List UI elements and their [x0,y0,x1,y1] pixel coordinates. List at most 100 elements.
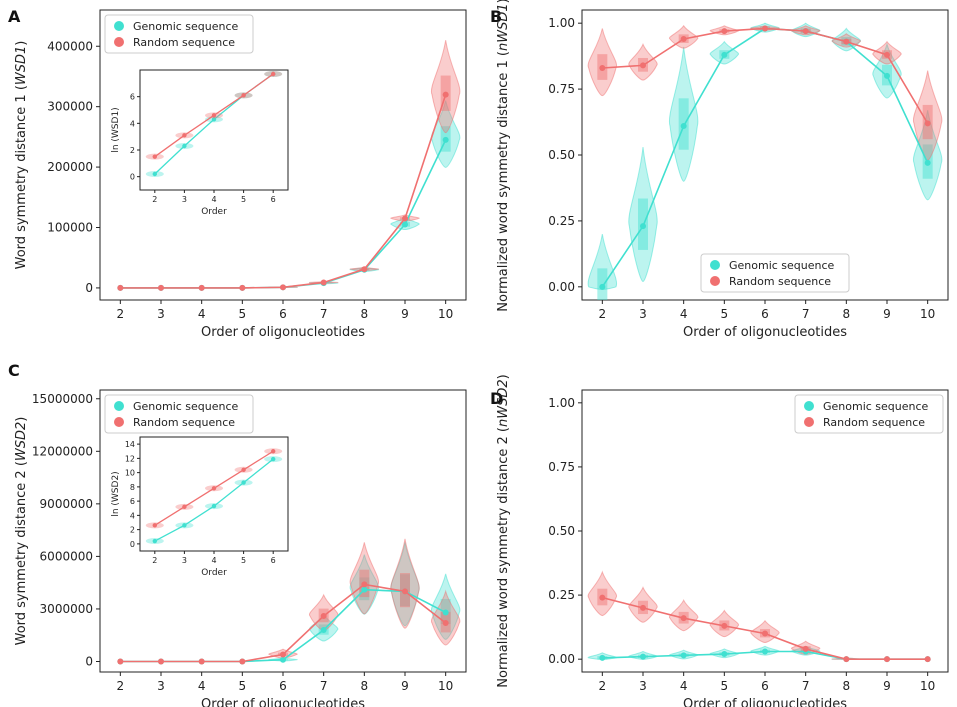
x-axis-label: Order of oligonucleotides [201,325,365,340]
data-point-random [843,656,850,663]
data-point-random [402,215,408,222]
data-point-random [802,28,809,35]
x-tick-label: 9 [883,679,891,693]
x-tick-label: 5 [239,307,247,321]
data-point-random [320,279,327,286]
x-axis-label: Order of oligonucleotides [201,697,365,707]
y-axis-label-part: ) [14,41,29,46]
y-tick-label: 0.75 [548,460,575,474]
legend-marker-genomic [710,260,720,270]
x-tick-label: 5 [721,307,729,321]
inset-data-point-random [182,133,187,138]
y-axis-label-part: Normalized word symmetry distance 2 ( [496,427,511,688]
panel-label: A [8,7,21,26]
y-axis-label-part: Word symmetry distance 1 ( [14,85,29,269]
data-point-random [402,588,408,595]
data-point-genomic [924,159,931,166]
data-point-genomic [442,136,449,143]
y-tick-label: 0.00 [548,280,575,294]
inset-y-tick-label: 2 [130,526,135,535]
y-tick-label: 15000000 [32,392,93,406]
x-axis-label: Order of oligonucleotides [683,697,847,707]
y-tick-label: 0.50 [548,148,575,162]
y-axis-label-part: Normalized word symmetry distance 1 ( [496,51,511,312]
inset-y-tick-label: 8 [130,483,135,492]
inset-y-tick-label: 4 [130,119,135,128]
data-point-genomic [361,586,368,593]
y-axis-label: Normalized word symmetry distance 1 (nWS… [496,0,511,312]
data-point-genomic [402,221,408,228]
x-tick-label: 9 [401,307,409,321]
y-axis-label: Word symmetry distance 1 (WSD1) [14,41,29,270]
inset-data-point-genomic [241,480,246,485]
y-tick-label: 9000000 [40,497,93,511]
inset-y-tick-label: 6 [130,93,135,102]
data-point-random [884,656,890,663]
x-tick-label: 4 [680,679,688,693]
violin-genomic [628,147,658,283]
x-tick-label: 4 [680,307,688,321]
inset-data-point-genomic [211,503,217,509]
data-point-random [361,581,368,588]
inset-data-point-random [241,467,246,472]
y-tick-label: 0.25 [548,588,575,602]
y-tick-label: 6000000 [40,549,93,563]
x-tick-label: 4 [198,679,206,693]
x-tick-label: 3 [157,679,165,693]
data-point-random [762,25,768,32]
legend-label: Random sequence [823,416,925,429]
x-tick-label: 6 [761,307,769,321]
x-tick-label: 8 [843,307,851,321]
data-point-random [924,120,931,127]
violin-genomic [912,110,943,201]
violins [587,570,862,660]
legend-marker-random [710,276,720,286]
legend-label: Genomic sequence [133,20,239,33]
x-axis-label: Order of oligonucleotides [683,325,847,340]
legend-label: Random sequence [133,36,235,49]
y-axis-label-part: ) [496,374,511,379]
inset-data-point-random [152,154,157,159]
inset-data-point-genomic [211,117,217,122]
inset-data-point-random [182,504,187,510]
legend: Genomic sequence Random sequence [104,394,254,434]
data-point-random [924,656,931,663]
data-point-random [117,658,124,665]
inset-data-point-random [211,113,217,118]
data-point-genomic [721,651,728,658]
inset-data-point-random [241,93,246,98]
violins [268,40,461,289]
x-tick-label: 7 [320,679,328,693]
y-tick-label: 1.00 [548,16,575,30]
data-point-random [239,658,246,665]
legend-box [700,253,850,293]
violin-random [628,42,658,81]
y-tick-label: 0 [85,654,93,668]
data-point-random [198,284,205,291]
inset-data-point-random [271,449,276,454]
inset-data-point-genomic [152,538,157,544]
legend-label: Random sequence [133,416,235,429]
data-point-random [680,615,687,622]
x-tick-label: 3 [639,679,647,693]
data-point-genomic [442,609,449,616]
data-point-random [884,51,890,58]
x-tick-label: 7 [320,307,328,321]
inset-y-tick-label: 2 [130,146,135,155]
x-tick-label: 9 [883,307,891,321]
y-axis-label: Normalized word symmetry distance 2 (nWS… [496,374,511,687]
data-point-random [239,284,246,291]
inset-y-tick-label: 0 [130,540,135,549]
x-tick-label: 3 [157,307,165,321]
legend-marker-genomic [114,21,124,31]
x-tick-label: 10 [438,307,453,321]
inset-y-tick-label: 10 [125,469,135,478]
legend-box [104,14,254,54]
legend: Genomic sequence Random sequence [794,394,944,434]
y-tick-label: 3000000 [40,602,93,616]
legend-marker-random [114,417,124,427]
x-tick-label: 9 [401,679,409,693]
legend: Genomic sequence Random sequence [104,14,254,54]
inset-y-axis-label: ln (WSD2) [111,471,121,516]
inset-y-tick-label: 0 [130,173,135,182]
